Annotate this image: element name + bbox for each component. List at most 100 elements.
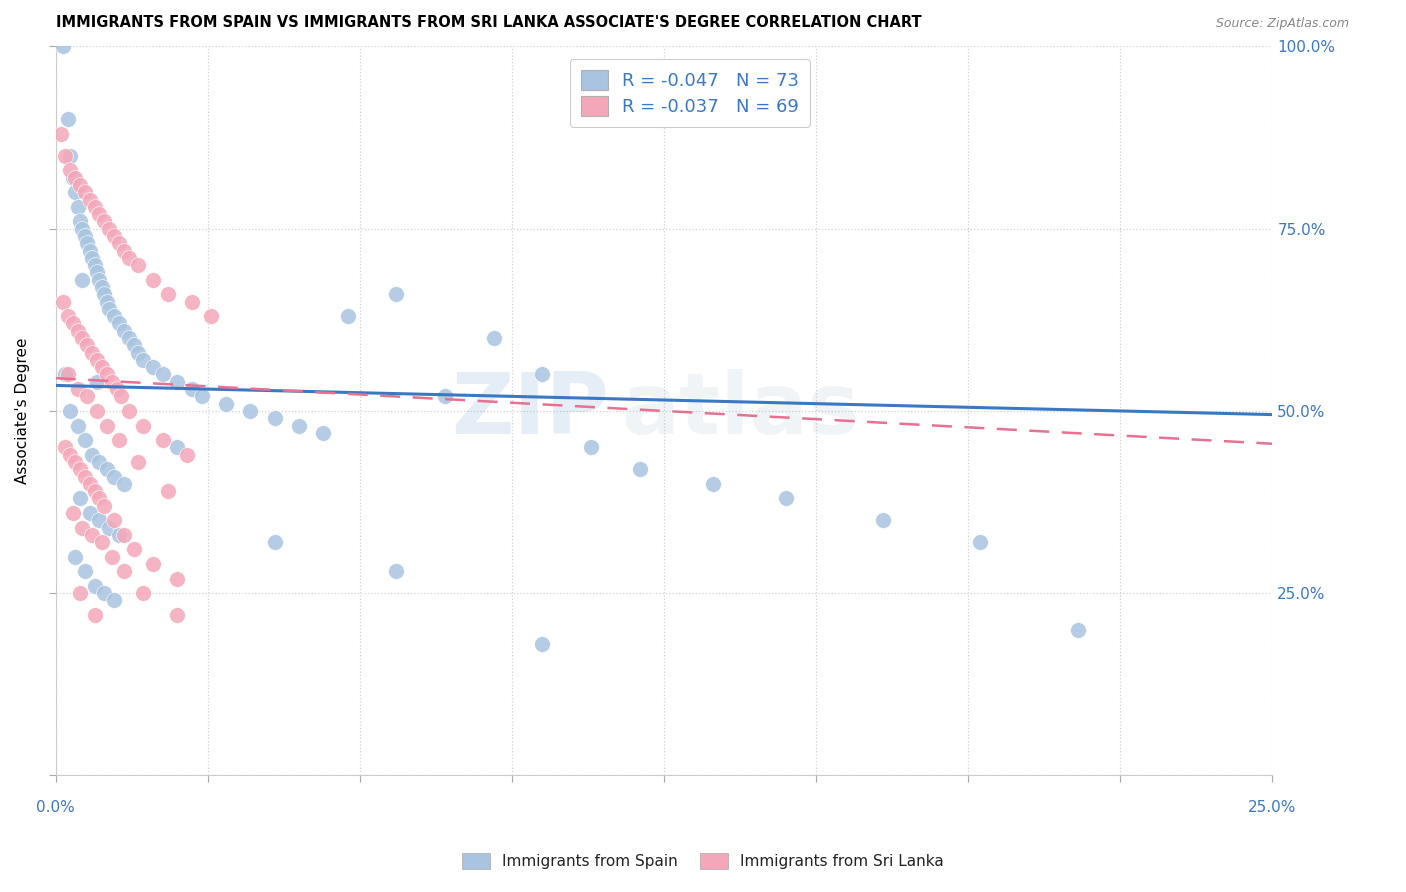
Point — [105, 382, 128, 396]
Point — [72, 221, 94, 235]
Point — [336, 309, 359, 323]
Point — [152, 433, 174, 447]
Text: 0.0%: 0.0% — [37, 799, 75, 814]
Point — [132, 418, 155, 433]
Point — [482, 331, 505, 345]
Point — [89, 513, 111, 527]
Point — [112, 528, 135, 542]
Point — [82, 345, 104, 359]
Point — [108, 433, 131, 447]
Text: ZIP: ZIP — [451, 369, 609, 452]
Point — [56, 112, 79, 127]
Point — [89, 455, 111, 469]
Point — [66, 382, 89, 396]
Point — [69, 586, 91, 600]
Point — [76, 338, 98, 352]
Point — [969, 535, 991, 549]
Point — [112, 565, 135, 579]
Point — [98, 221, 121, 235]
Point — [86, 404, 108, 418]
Point — [263, 535, 285, 549]
Point — [73, 565, 96, 579]
Point — [72, 273, 94, 287]
Point — [73, 229, 96, 244]
Point — [52, 294, 75, 309]
Point — [122, 338, 145, 352]
Point — [89, 273, 111, 287]
Point — [66, 200, 89, 214]
Point — [63, 455, 86, 469]
Point — [59, 163, 82, 178]
Point — [59, 149, 82, 163]
Point — [83, 200, 105, 214]
Point — [93, 287, 115, 301]
Point — [434, 389, 457, 403]
Point — [142, 557, 165, 571]
Point — [263, 411, 285, 425]
Point — [1067, 623, 1090, 637]
Point — [90, 535, 112, 549]
Point — [63, 549, 86, 564]
Point — [132, 586, 155, 600]
Point — [69, 491, 91, 506]
Point — [200, 309, 222, 323]
Point — [83, 258, 105, 272]
Point — [90, 280, 112, 294]
Point — [52, 39, 75, 54]
Point — [531, 368, 554, 382]
Point — [190, 389, 212, 403]
Point — [76, 236, 98, 251]
Point — [166, 608, 188, 623]
Point — [89, 491, 111, 506]
Point — [103, 593, 125, 607]
Point — [66, 418, 89, 433]
Point — [103, 513, 125, 527]
Point — [69, 214, 91, 228]
Point — [181, 294, 204, 309]
Point — [82, 448, 104, 462]
Point — [73, 186, 96, 200]
Text: Source: ZipAtlas.com: Source: ZipAtlas.com — [1216, 17, 1348, 29]
Point — [215, 397, 238, 411]
Point — [49, 127, 72, 141]
Point — [152, 368, 174, 382]
Point — [112, 244, 135, 258]
Point — [79, 193, 101, 207]
Point — [66, 324, 89, 338]
Point — [56, 309, 79, 323]
Point — [118, 331, 141, 345]
Point — [156, 287, 179, 301]
Point — [166, 441, 188, 455]
Point — [83, 484, 105, 499]
Point — [239, 404, 262, 418]
Point — [100, 375, 122, 389]
Point — [79, 506, 101, 520]
Point — [93, 214, 115, 228]
Point — [142, 273, 165, 287]
Point — [56, 368, 79, 382]
Point — [385, 565, 408, 579]
Point — [132, 352, 155, 367]
Point — [112, 324, 135, 338]
Point — [103, 229, 125, 244]
Point — [79, 244, 101, 258]
Point — [166, 572, 188, 586]
Point — [55, 149, 77, 163]
Point — [110, 389, 132, 403]
Point — [63, 170, 86, 185]
Point — [156, 484, 179, 499]
Point — [531, 637, 554, 651]
Point — [86, 265, 108, 279]
Point — [69, 462, 91, 476]
Point — [312, 425, 335, 440]
Point — [62, 170, 84, 185]
Point — [122, 542, 145, 557]
Point — [628, 462, 651, 476]
Point — [108, 317, 131, 331]
Point — [579, 441, 602, 455]
Y-axis label: Associate's Degree: Associate's Degree — [15, 338, 30, 484]
Point — [62, 317, 84, 331]
Point — [103, 309, 125, 323]
Point — [82, 528, 104, 542]
Point — [108, 236, 131, 251]
